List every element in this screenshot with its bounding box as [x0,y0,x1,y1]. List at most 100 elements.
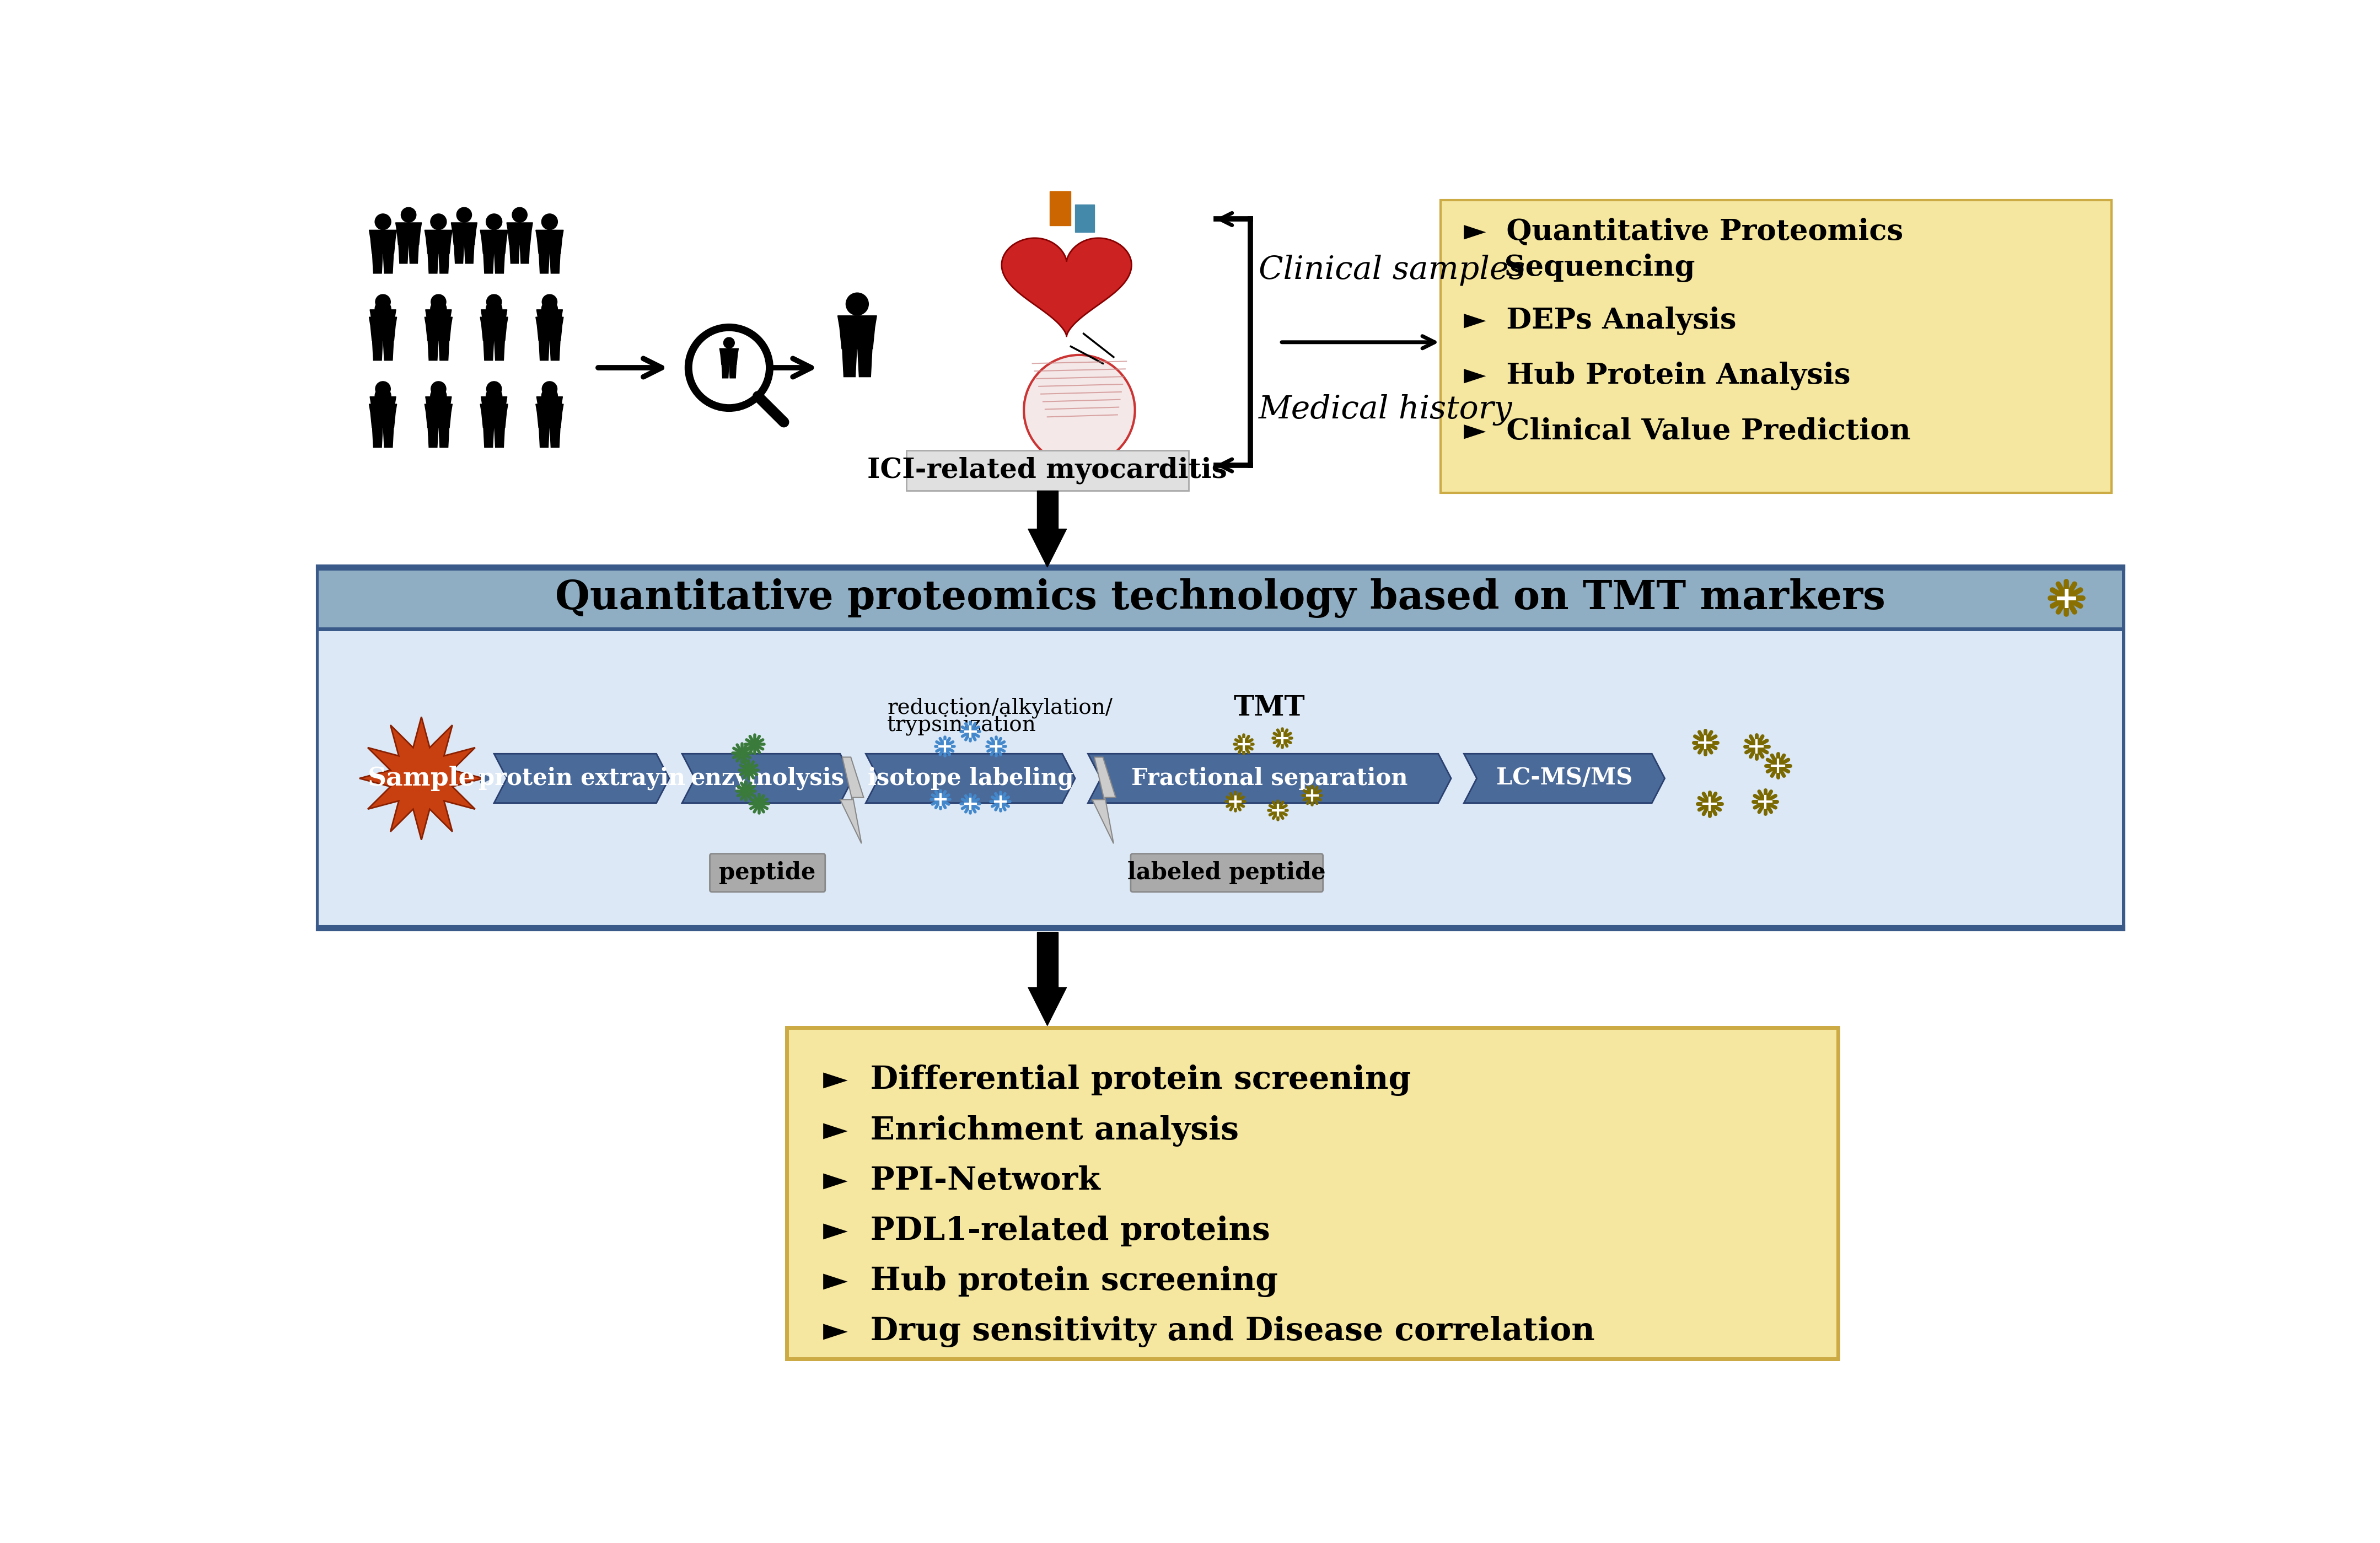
Text: Fractional separation: Fractional separation [1130,767,1407,790]
FancyBboxPatch shape [1440,201,2111,492]
Polygon shape [438,341,450,361]
FancyBboxPatch shape [319,568,2123,927]
Polygon shape [550,341,559,361]
FancyBboxPatch shape [907,451,1188,491]
Polygon shape [536,397,562,418]
Text: ►  PPI-Network: ► PPI-Network [823,1165,1100,1196]
Polygon shape [843,349,857,376]
Polygon shape [424,230,452,253]
Bar [1076,204,1095,231]
Polygon shape [495,427,505,447]
Polygon shape [438,332,447,350]
Polygon shape [371,341,383,361]
Circle shape [457,207,471,222]
Polygon shape [400,245,409,264]
Polygon shape [538,341,550,361]
Circle shape [486,301,502,316]
Circle shape [376,381,390,397]
FancyBboxPatch shape [319,628,2123,927]
Circle shape [486,295,502,309]
Polygon shape [481,318,507,341]
Polygon shape [840,758,864,844]
Polygon shape [481,404,507,427]
Polygon shape [483,418,493,438]
Polygon shape [1038,491,1059,529]
Polygon shape [383,427,393,447]
Polygon shape [495,332,505,350]
Text: Sequencing: Sequencing [1464,253,1695,282]
Polygon shape [495,253,505,273]
Polygon shape [481,310,507,332]
Text: ►  Hub protein screening: ► Hub protein screening [823,1265,1278,1298]
Circle shape [845,293,869,315]
Text: Sample: Sample [367,765,476,792]
Polygon shape [1092,758,1116,844]
Polygon shape [495,341,505,361]
Polygon shape [536,318,564,341]
Text: ►  PDL1-related proteins: ► PDL1-related proteins [823,1216,1271,1247]
Polygon shape [438,427,450,447]
Text: ►  Enrichment analysis: ► Enrichment analysis [823,1116,1238,1146]
Polygon shape [1002,238,1130,336]
FancyBboxPatch shape [788,1028,1837,1359]
Text: Clinical samples: Clinical samples [1259,255,1526,285]
Polygon shape [719,349,738,364]
Polygon shape [509,245,519,264]
FancyBboxPatch shape [1130,853,1323,892]
Circle shape [376,295,390,309]
Circle shape [486,387,502,404]
Polygon shape [369,310,395,332]
Polygon shape [371,253,383,273]
Bar [1050,191,1071,225]
Text: ICI-related myocarditis: ICI-related myocarditis [866,457,1228,485]
Polygon shape [857,349,871,376]
Polygon shape [481,230,507,253]
Polygon shape [550,253,559,273]
Circle shape [376,387,390,404]
Polygon shape [464,245,474,264]
Polygon shape [550,332,559,350]
Polygon shape [374,332,383,350]
Text: peptide: peptide [719,861,816,884]
Polygon shape [483,253,493,273]
Polygon shape [371,427,383,447]
Polygon shape [455,245,464,264]
Polygon shape [550,427,559,447]
Polygon shape [683,753,852,802]
Polygon shape [424,404,452,427]
Polygon shape [383,332,393,350]
FancyBboxPatch shape [709,853,826,892]
Circle shape [402,207,417,222]
Polygon shape [483,341,493,361]
Polygon shape [428,341,438,361]
Polygon shape [483,332,493,350]
Text: ►  Drug sensitivity and Disease correlation: ► Drug sensitivity and Disease correlati… [823,1316,1595,1347]
Circle shape [1023,355,1135,466]
Circle shape [486,214,502,230]
Text: ►  Hub Protein Analysis: ► Hub Protein Analysis [1464,363,1852,390]
Circle shape [431,381,445,397]
Polygon shape [426,310,452,332]
Polygon shape [1464,753,1664,802]
Polygon shape [536,310,562,332]
Circle shape [724,338,735,349]
Polygon shape [540,332,550,350]
Polygon shape [428,332,438,350]
Polygon shape [359,717,483,839]
Polygon shape [424,318,452,341]
Polygon shape [1028,529,1066,568]
Text: ►  Clinical Value Prediction: ► Clinical Value Prediction [1464,417,1911,446]
Polygon shape [438,418,447,438]
Text: labeled peptide: labeled peptide [1128,861,1326,884]
Circle shape [512,207,528,222]
Polygon shape [383,418,393,438]
Text: protein extrayin: protein extrayin [478,767,685,790]
Polygon shape [540,418,550,438]
Circle shape [431,301,447,316]
Text: Medical history: Medical history [1259,395,1514,426]
Polygon shape [438,253,450,273]
Polygon shape [369,404,397,427]
Polygon shape [395,222,421,245]
Polygon shape [1088,753,1452,802]
Polygon shape [428,427,438,447]
